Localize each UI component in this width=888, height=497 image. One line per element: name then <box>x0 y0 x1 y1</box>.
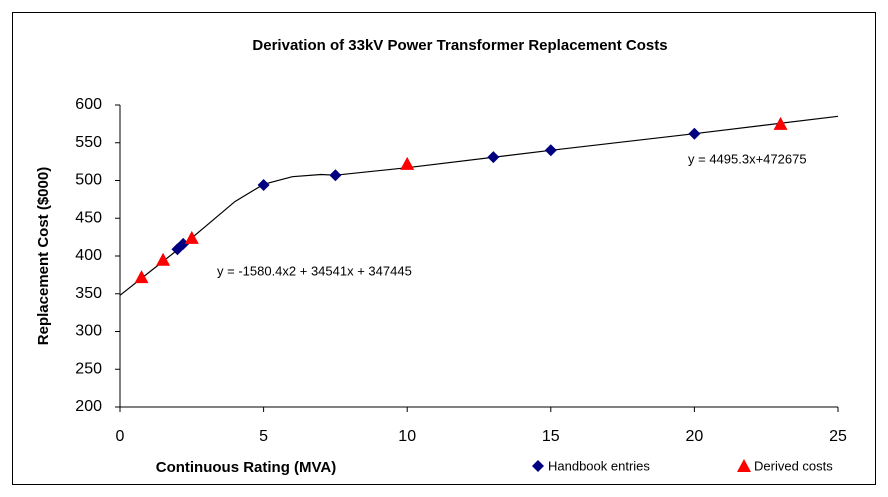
y-tick-label: 250 <box>75 360 102 377</box>
y-tick-label: 350 <box>75 285 102 302</box>
legend-label: Derived costs <box>754 458 833 473</box>
y-tick-label: 400 <box>75 247 102 264</box>
x-tick-label: 5 <box>259 428 268 445</box>
annotation: y = 4495.3x+472675 <box>688 151 807 166</box>
x-tick-label: 10 <box>398 428 416 445</box>
y-tick-label: 550 <box>75 134 102 151</box>
data-point <box>544 144 557 157</box>
x-tick-label: 25 <box>829 428 847 445</box>
legend-label: Handbook entries <box>548 458 650 473</box>
data-point <box>134 270 149 284</box>
data-point <box>487 151 500 164</box>
y-tick-label: 300 <box>75 323 102 340</box>
data-point <box>400 156 415 170</box>
data-point <box>257 179 270 192</box>
x-tick-label: 20 <box>686 428 704 445</box>
data-point <box>773 116 788 130</box>
x-tick-label: 0 <box>116 428 125 445</box>
x-tick-label: 15 <box>542 428 560 445</box>
data-point <box>329 169 342 182</box>
y-tick-label: 450 <box>75 209 102 226</box>
legend-marker <box>737 459 751 472</box>
y-tick-label: 500 <box>75 172 102 189</box>
y-tick-label: 200 <box>75 398 102 415</box>
data-point <box>177 237 190 250</box>
annotation: y = -1580.4x2 + 34541x + 347445 <box>217 263 412 278</box>
x-axis-title: Continuous Rating (MVA) <box>156 459 337 476</box>
data-point <box>688 127 701 140</box>
chart-border <box>12 12 876 485</box>
legend-marker <box>532 460 544 472</box>
data-point <box>184 230 199 244</box>
y-tick-label: 600 <box>75 96 102 113</box>
data-point <box>156 252 171 266</box>
chart-title: Derivation of 33kV Power Transformer Rep… <box>252 37 667 54</box>
y-axis-title: Replacement Cost ($000) <box>35 167 52 345</box>
